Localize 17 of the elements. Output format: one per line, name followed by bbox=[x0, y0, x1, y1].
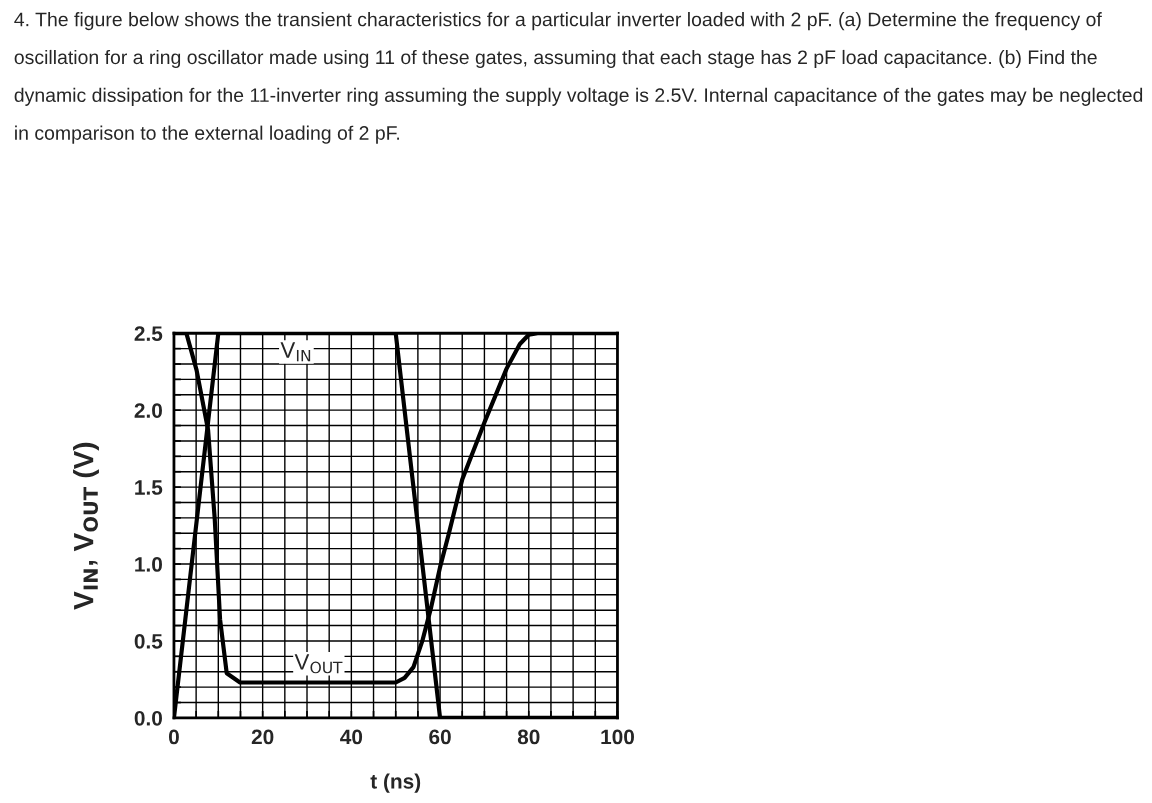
chart-title: 4. The figure below shows the transient characteristics for a particular inverter loaded with 2 pF. (a) Determine the frequency of oscillation for a ring oscillator made using 11 of these gates, assuming that each stage has 2 pF load capacitance. (b) Find the dynamic dissipation for the 11-inverter ring assuming the supply voltage is 2.5V. Internal capacitance of the gates may be neglected in comparison to the external loading of 2 pF. bbox=[14, 12, 1143, 144]
y-axis-title: V$_{IN}$, V$_{OUT}$ (V) bbox=[73, 442, 99, 610]
x-tick-label: 100 bbox=[601, 729, 634, 745]
x-tick-label: 20 bbox=[251, 729, 274, 745]
x-tick-label: 60 bbox=[429, 729, 451, 745]
y-tick-label: 2.5 bbox=[134, 326, 163, 341]
x-tick-label: 0 bbox=[168, 729, 179, 745]
y-tick-label: 1.0 bbox=[135, 557, 162, 572]
x-tick-label: 80 bbox=[517, 729, 540, 745]
y-tick-label: 0.0 bbox=[134, 710, 162, 726]
series-label: V$_{OUT}$ bbox=[294, 654, 343, 674]
series-label: V$_{IN}$ bbox=[280, 342, 311, 362]
x-tick-label: 40 bbox=[340, 729, 363, 745]
x-axis-title: t (ns) bbox=[370, 773, 421, 793]
y-tick-label: 2.0 bbox=[134, 403, 162, 418]
y-tick-label: 1.5 bbox=[135, 480, 163, 495]
y-tick-label: 0.5 bbox=[134, 633, 163, 649]
